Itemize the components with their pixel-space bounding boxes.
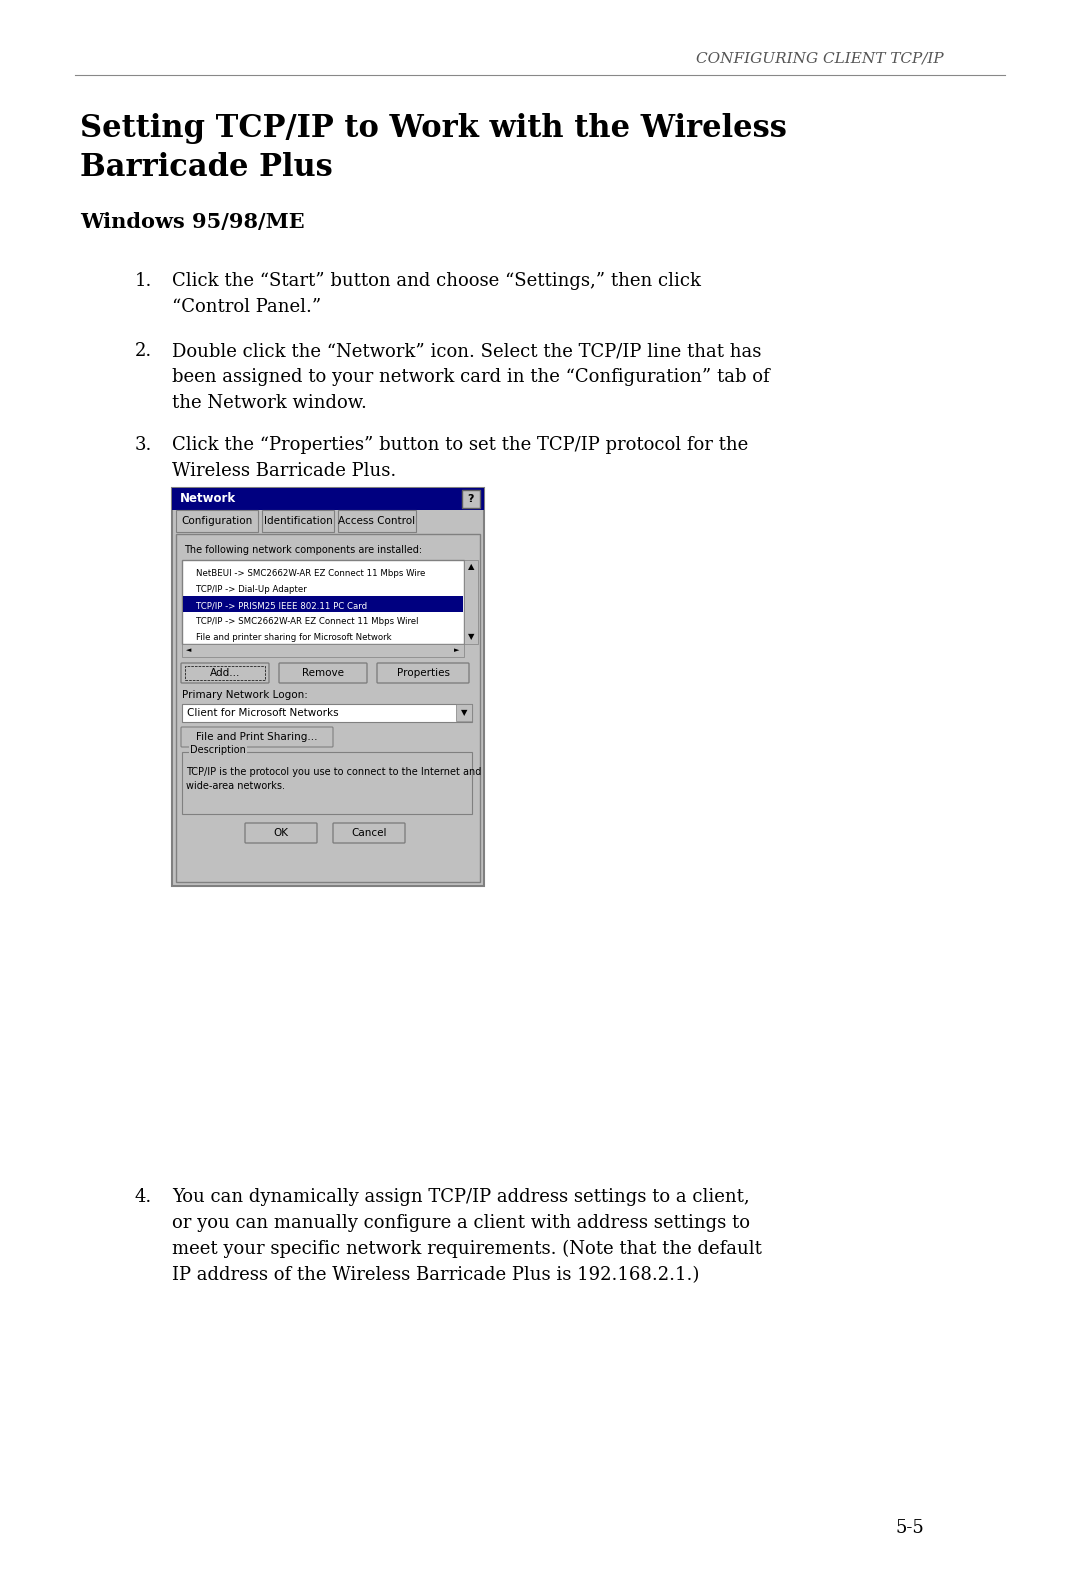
Text: “Control Panel.”: “Control Panel.” <box>172 298 321 316</box>
Text: TCP/IP -> Dial-Up Adapter: TCP/IP -> Dial-Up Adapter <box>195 586 307 595</box>
Text: The following network components are installed:: The following network components are ins… <box>184 545 422 556</box>
Text: Cancel: Cancel <box>351 827 387 838</box>
FancyBboxPatch shape <box>333 823 405 843</box>
FancyBboxPatch shape <box>181 663 269 683</box>
Bar <box>176 510 258 532</box>
Text: Properties: Properties <box>396 667 449 678</box>
Text: or you can manually configure a client with address settings to: or you can manually configure a client w… <box>172 1214 750 1232</box>
Text: File and Print Sharing...: File and Print Sharing... <box>197 732 318 743</box>
Text: CONFIGURING CLIENT TCP/IP: CONFIGURING CLIENT TCP/IP <box>697 50 944 64</box>
Text: Identification: Identification <box>264 517 333 526</box>
Text: Primary Network Logon:: Primary Network Logon: <box>183 689 308 700</box>
Text: ▲: ▲ <box>468 562 474 571</box>
Bar <box>462 490 480 509</box>
Text: Barricade Plus: Barricade Plus <box>80 152 333 184</box>
Bar <box>185 666 265 680</box>
Text: NetBEUI -> SMC2662W-AR EZ Connect 11 Mbps Wire: NetBEUI -> SMC2662W-AR EZ Connect 11 Mbp… <box>195 570 426 578</box>
FancyBboxPatch shape <box>279 663 367 683</box>
Text: Click the “Start” button and choose “Settings,” then click: Click the “Start” button and choose “Set… <box>172 272 701 290</box>
FancyBboxPatch shape <box>377 663 469 683</box>
Text: OK: OK <box>273 827 288 838</box>
Bar <box>183 752 472 813</box>
Text: Network: Network <box>180 493 237 506</box>
Text: ▼: ▼ <box>468 633 474 642</box>
Bar <box>183 644 464 656</box>
Text: TCP/IP -> PRISM25 IEEE 802.11 PC Card: TCP/IP -> PRISM25 IEEE 802.11 PC Card <box>195 601 367 611</box>
Text: Setting TCP/IP to Work with the Wireless: Setting TCP/IP to Work with the Wireless <box>80 113 787 143</box>
Text: the Network window.: the Network window. <box>172 394 367 411</box>
Text: meet your specific network requirements. (Note that the default: meet your specific network requirements.… <box>172 1240 761 1258</box>
Bar <box>172 488 484 510</box>
Bar <box>338 510 416 532</box>
Text: 4.: 4. <box>135 1188 152 1206</box>
Text: Click the “Properties” button to set the TCP/IP protocol for the: Click the “Properties” button to set the… <box>172 436 748 454</box>
Text: 3.: 3. <box>135 436 152 454</box>
Text: Client for Microsoft Networks: Client for Microsoft Networks <box>187 708 339 717</box>
Text: ◄: ◄ <box>187 647 191 653</box>
Text: Access Control: Access Control <box>338 517 416 526</box>
Text: 2.: 2. <box>135 342 152 360</box>
Text: wide-area networks.: wide-area networks. <box>186 780 285 791</box>
Text: 5-5: 5-5 <box>895 1520 924 1537</box>
Text: been assigned to your network card in the “Configuration” tab of: been assigned to your network card in th… <box>172 367 770 386</box>
Text: Windows 95/98/ME: Windows 95/98/ME <box>80 212 305 232</box>
Bar <box>176 534 480 882</box>
Bar <box>262 510 334 532</box>
Text: 1.: 1. <box>135 272 152 290</box>
FancyBboxPatch shape <box>245 823 318 843</box>
Bar <box>456 703 472 721</box>
Bar <box>183 597 463 612</box>
Text: ▼: ▼ <box>461 708 468 717</box>
Bar <box>464 560 478 644</box>
Text: You can dynamically assign TCP/IP address settings to a client,: You can dynamically assign TCP/IP addres… <box>172 1188 750 1206</box>
Text: ?: ? <box>468 495 474 504</box>
Bar <box>183 560 464 644</box>
Text: Double click the “Network” icon. Select the TCP/IP line that has: Double click the “Network” icon. Select … <box>172 342 761 360</box>
Text: Wireless Barricade Plus.: Wireless Barricade Plus. <box>172 462 396 480</box>
Text: File and printer sharing for Microsoft Network: File and printer sharing for Microsoft N… <box>195 634 392 642</box>
Text: IP address of the Wireless Barricade Plus is 192.168.2.1.): IP address of the Wireless Barricade Plu… <box>172 1265 700 1284</box>
Text: Configuration: Configuration <box>181 517 253 526</box>
Text: Description: Description <box>190 746 246 755</box>
Bar <box>183 703 472 722</box>
Text: TCP/IP -> SMC2662W-AR EZ Connect 11 Mbps Wirel: TCP/IP -> SMC2662W-AR EZ Connect 11 Mbps… <box>195 617 419 626</box>
Text: ►: ► <box>455 647 460 653</box>
FancyBboxPatch shape <box>181 727 333 747</box>
Text: Remove: Remove <box>302 667 345 678</box>
Text: TCP/IP is the protocol you use to connect to the Internet and: TCP/IP is the protocol you use to connec… <box>186 768 482 777</box>
Bar <box>172 488 484 885</box>
Text: Add...: Add... <box>210 667 240 678</box>
